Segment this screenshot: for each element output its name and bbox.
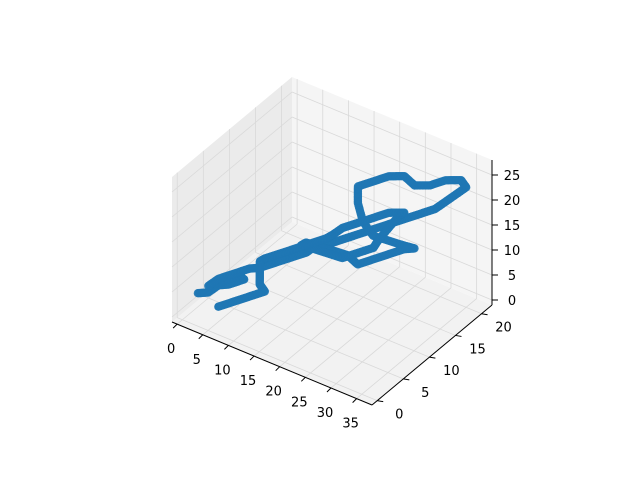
axis-lines bbox=[171, 160, 498, 406]
x-tick-mark bbox=[326, 387, 332, 393]
x-tick-label: 35 bbox=[342, 417, 359, 432]
z-grid-left bbox=[171, 116, 293, 218]
y-tick-label: 20 bbox=[495, 321, 512, 336]
x-tick-label: 30 bbox=[317, 406, 334, 421]
y-tick-mark bbox=[403, 378, 410, 381]
y-tick-label: 10 bbox=[443, 364, 460, 379]
x-tick-mark bbox=[300, 376, 306, 382]
z-grid-back bbox=[291, 116, 493, 201]
z-grid-back bbox=[291, 166, 493, 251]
z-grid-left bbox=[171, 141, 293, 243]
y-grid-floor bbox=[255, 252, 456, 336]
z-grid-left bbox=[171, 91, 293, 193]
x-tick-mark bbox=[224, 345, 229, 350]
back-pane bbox=[292, 77, 492, 305]
scatter-points bbox=[193, 172, 471, 311]
y-tick-label: 0 bbox=[395, 408, 403, 423]
z-grid-left bbox=[171, 191, 293, 293]
x-tick-label: 0 bbox=[167, 342, 175, 357]
y-grid-floor bbox=[203, 295, 404, 380]
z-grid-back bbox=[291, 191, 493, 276]
z-tick-label: 20 bbox=[504, 194, 521, 209]
x-tick-mark bbox=[352, 398, 357, 403]
z-tick-label: 15 bbox=[504, 219, 521, 234]
x-grid-floor bbox=[228, 245, 349, 346]
x-tick-label: 10 bbox=[214, 363, 231, 378]
z-tick-label: 0 bbox=[508, 294, 516, 309]
x-tick-mark bbox=[249, 355, 255, 361]
y-grid-floor bbox=[177, 317, 378, 402]
z-tick-label: 5 bbox=[508, 269, 516, 284]
x-grid-floor bbox=[330, 287, 452, 389]
x-grid-floor bbox=[279, 266, 400, 367]
data-point bbox=[214, 302, 223, 311]
y-tick-mark bbox=[377, 400, 384, 403]
x-tick-label: 20 bbox=[265, 385, 282, 400]
y-tick-label: 5 bbox=[421, 386, 429, 401]
x-grid-floor bbox=[356, 298, 477, 399]
y-tick-mark bbox=[481, 313, 488, 316]
z-grid-back bbox=[291, 216, 493, 301]
x-tick-mark bbox=[198, 334, 204, 340]
y-tick-mark bbox=[429, 356, 436, 359]
left-pane bbox=[172, 77, 292, 322]
x-axis-line bbox=[171, 321, 373, 406]
x-grid-floor bbox=[253, 255, 375, 357]
z-grid-back bbox=[291, 91, 493, 176]
z-grid-left bbox=[171, 216, 293, 318]
grid-lines bbox=[171, 79, 493, 402]
z-tick-label: 25 bbox=[504, 169, 521, 184]
y-tick-mark bbox=[455, 334, 462, 337]
tick-labels: 0 5 10 15 20 25 30 35 0 5 10 15 20 0 5 10 15 20 25 bbox=[167, 169, 520, 432]
z-grid-back bbox=[291, 141, 493, 226]
x-tick-mark bbox=[275, 366, 281, 372]
x-tick-label: 5 bbox=[193, 353, 201, 368]
y-tick-label: 15 bbox=[469, 342, 486, 357]
y-axis-line bbox=[371, 304, 493, 406]
x-tick-label: 15 bbox=[240, 374, 257, 389]
x-tick-label: 25 bbox=[291, 395, 308, 410]
x-tick-mark bbox=[172, 323, 178, 329]
z-tick-label: 10 bbox=[504, 244, 521, 259]
z-grid-left bbox=[171, 166, 293, 268]
x-grid-floor bbox=[305, 277, 426, 378]
